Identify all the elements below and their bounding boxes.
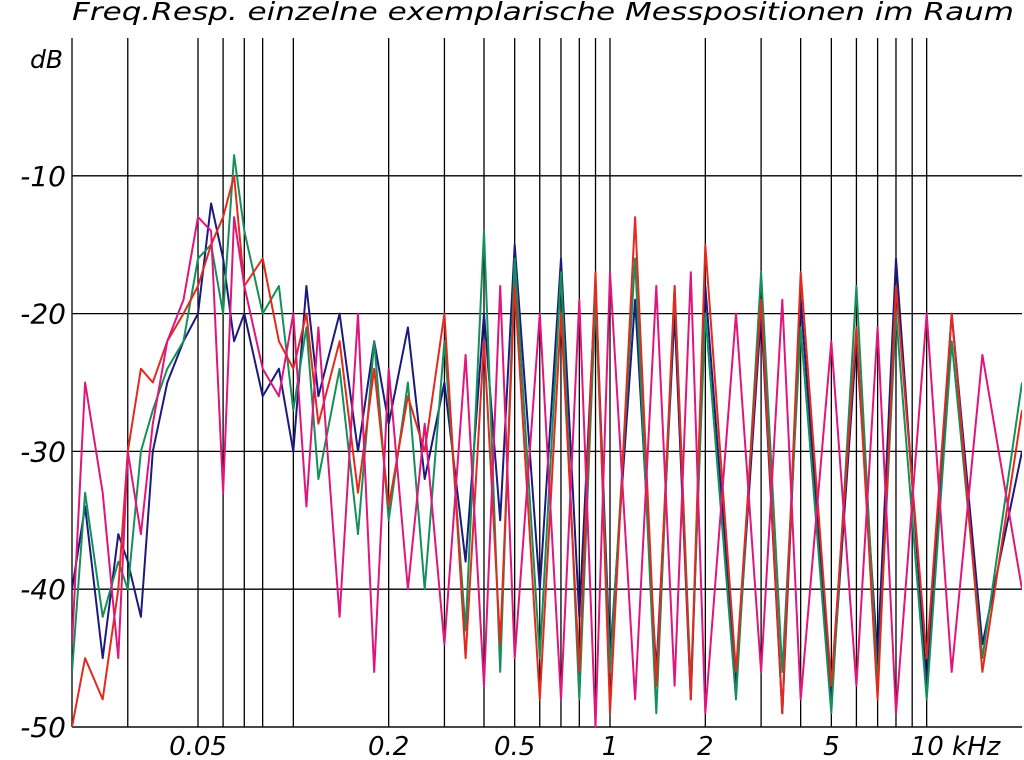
y-tick-label: -30 [20,435,66,468]
y-tick-label: -50 [20,711,66,744]
x-tick-label: 0.5 [494,732,535,760]
y-tick-label: -40 [20,573,66,606]
plot-area [72,154,1022,728]
x-tick-label: 2 [697,732,714,760]
labels: -10 -20 -30 -40 -50 0.05 0.2 0.5 1 2 5 10 kHz [20,160,1001,760]
x-tick-label: 0.05 [169,732,227,760]
chart-title: Freq.Resp. einzelne exemplarische Messpo… [72,0,1014,26]
y-tick-label: -20 [20,298,66,331]
x-tick-label: 10 kHz [911,732,1002,760]
y-tick-label: -10 [20,160,66,193]
y-axis-label: dB [30,45,63,74]
x-tick-label: 0.2 [368,732,409,760]
x-tick-label: 5 [823,732,840,760]
series-line [72,216,1022,728]
grid [71,38,1022,728]
x-tick-label: 1 [602,732,619,760]
